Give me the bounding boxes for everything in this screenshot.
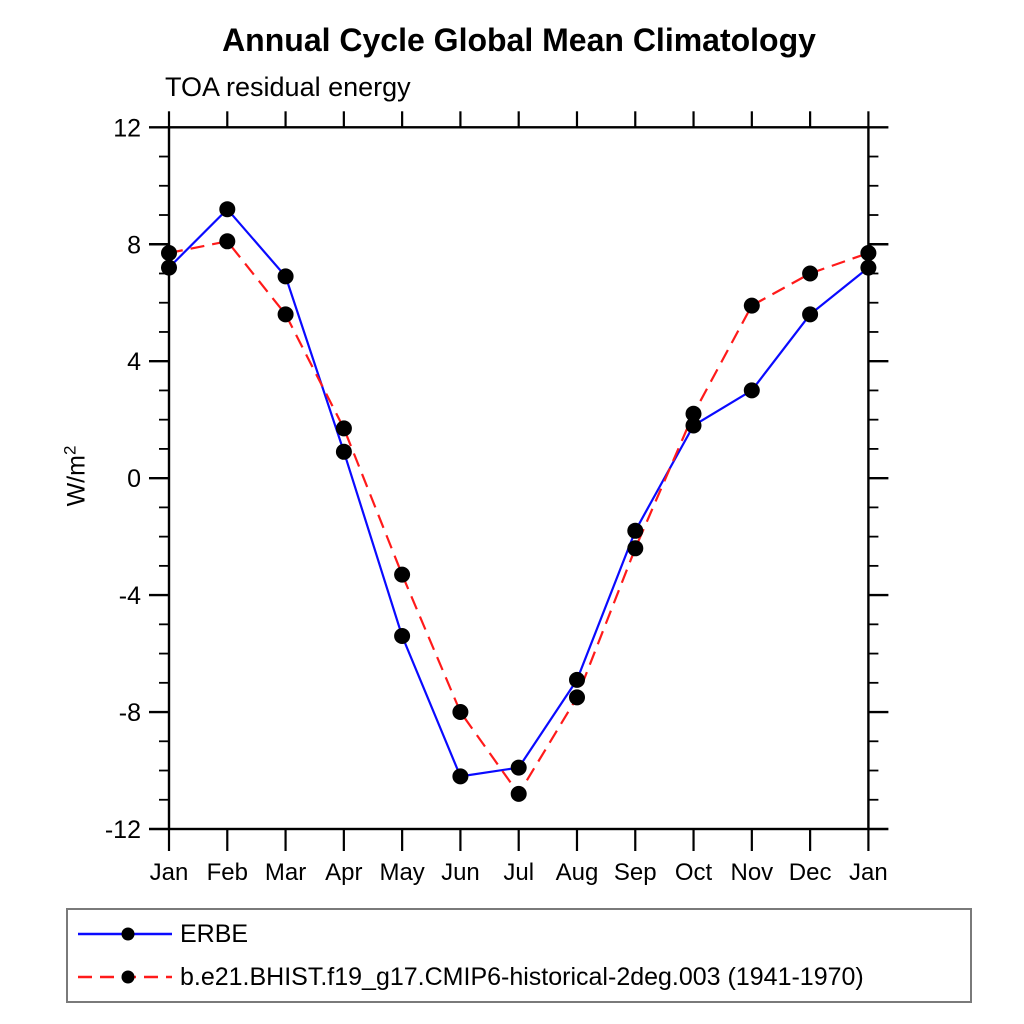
x-tick-label: Mar xyxy=(265,859,306,886)
y-tick-label: -4 xyxy=(119,582,141,610)
data-point xyxy=(452,768,469,785)
data-point xyxy=(860,259,877,276)
series-line-1 xyxy=(168,240,869,796)
data-point xyxy=(335,420,352,437)
data-point xyxy=(743,297,760,314)
x-axis-ticks: Jan Feb Mar Apr May Jun Jul Aug Sep Oct Nov Dec Jan xyxy=(150,111,888,886)
data-point xyxy=(394,566,411,583)
data-point xyxy=(743,382,760,399)
legend-marker-dot xyxy=(121,970,135,984)
data-point xyxy=(394,628,411,644)
y-axis-ticks: -12 -8 -4 0 4 8 12 xyxy=(105,114,889,844)
y-tick-label: 4 xyxy=(127,348,141,376)
x-tick-label: Jan xyxy=(849,859,888,886)
data-point xyxy=(335,443,352,460)
data-point xyxy=(510,785,527,802)
y-tick-label: -8 xyxy=(119,699,141,727)
x-tick-label: Nov xyxy=(730,859,773,886)
data-point xyxy=(510,759,527,776)
legend: ERBE b.e21.BHIST.f19_g17.CMIP6-historica… xyxy=(66,908,972,1003)
data-point xyxy=(685,417,702,434)
legend-marker-dot xyxy=(121,927,135,941)
data-point xyxy=(452,704,469,720)
x-tick-label: Oct xyxy=(675,859,713,886)
series-line-0 xyxy=(168,207,870,778)
x-tick-label: Feb xyxy=(207,859,248,886)
legend-line-sample-dashed xyxy=(78,970,172,984)
chart-title: Annual Cycle Global Mean Climatology xyxy=(222,22,816,58)
legend-label-model: b.e21.BHIST.f19_g17.CMIP6-historical-2de… xyxy=(180,962,864,991)
x-tick-label: Aug xyxy=(556,859,599,886)
x-tick-label: Jan xyxy=(150,859,189,886)
chart-subtitle: TOA residual energy xyxy=(165,72,411,102)
x-tick-label: Jul xyxy=(503,859,534,886)
data-point xyxy=(219,233,236,250)
legend-item-erbe: ERBE xyxy=(75,915,970,953)
data-point xyxy=(627,540,644,557)
data-point xyxy=(627,522,644,539)
x-tick-label: Jun xyxy=(441,859,480,886)
data-point xyxy=(161,245,177,261)
y-tick-label: 0 xyxy=(127,465,141,493)
data-point xyxy=(161,259,177,276)
y-tick-label: 12 xyxy=(113,114,141,142)
legend-item-model: b.e21.BHIST.f19_g17.CMIP6-historical-2de… xyxy=(75,958,970,996)
legend-line-sample-solid xyxy=(78,927,172,941)
data-point xyxy=(277,268,294,285)
data-point xyxy=(802,265,819,282)
series-markers-0 xyxy=(161,201,877,785)
x-tick-label: Dec xyxy=(789,859,832,886)
data-point xyxy=(219,201,236,218)
series-markers-1 xyxy=(161,233,877,802)
x-tick-label: Sep xyxy=(614,859,657,886)
x-tick-label: May xyxy=(379,859,424,886)
y-tick-label: -12 xyxy=(105,816,141,844)
y-tick-label: 8 xyxy=(127,231,141,259)
plot-frame xyxy=(167,126,870,831)
x-tick-label: Apr xyxy=(325,859,362,886)
data-point xyxy=(569,689,585,706)
data-point xyxy=(569,671,585,688)
data-point xyxy=(685,405,702,422)
data-point xyxy=(860,245,877,261)
legend-label-erbe: ERBE xyxy=(180,919,249,948)
data-point xyxy=(277,306,294,323)
data-point xyxy=(802,306,819,323)
